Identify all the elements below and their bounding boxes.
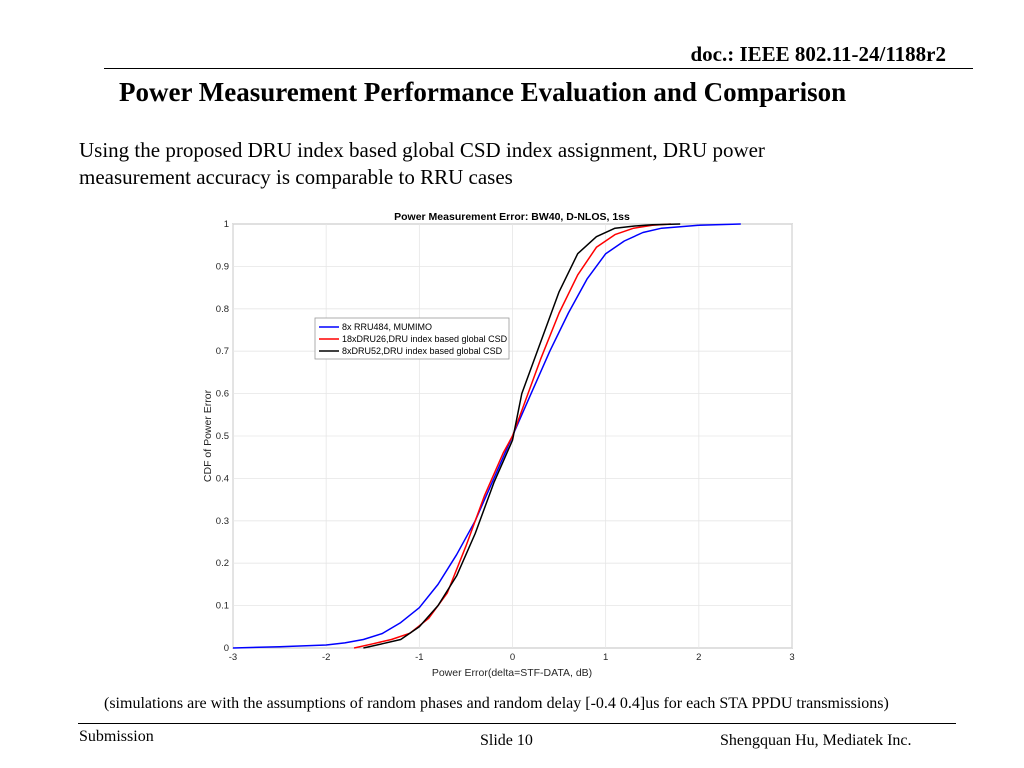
legend-label-1: 18xDRU26,DRU index based global CSD: [342, 334, 508, 344]
y-tick-label-7: 0.7: [216, 346, 229, 357]
legend: 8x RRU484, MUMIMO 18xDRU26,DRU index bas…: [314, 317, 510, 360]
slide-title: Power Measurement Performance Evaluation…: [119, 77, 847, 107]
tick-labels: -3 -2 -1 0 1 2 3 0 0.1 0.2 0.3 0.4 0.5 0.6 0.7 0.8 0.9 1: [216, 219, 795, 663]
header-divider: [104, 68, 973, 69]
chart-title: Power Measurement Error: BW40, D-NLOS, 1…: [394, 211, 630, 223]
x-axis-label: Power Error(delta=STF-DATA, dB): [432, 667, 592, 679]
x-tick-label-6: 3: [789, 652, 794, 663]
legend-box: [314, 317, 510, 360]
y-tick-label-3: 0.3: [216, 516, 229, 527]
x-tick-label-3: 0: [510, 652, 515, 663]
body-text: Using the proposed DRU index based globa…: [79, 138, 765, 189]
footer-submission: Submission: [79, 728, 154, 745]
y-tick-label-1: 0.1: [216, 601, 229, 612]
legend-label-0: 8x RRU484, MUMIMO: [342, 322, 432, 332]
y-tick-label-0: 0: [224, 643, 229, 654]
chart-svg: -3 -2 -1 0 1 2 300.10.20.30.40.50.60.70.80.91 …: [202, 211, 795, 679]
x-tick-label-5: 2: [696, 652, 701, 663]
y-tick-label-10: 1: [224, 219, 229, 230]
x-tick-label-2: -1: [415, 652, 423, 663]
footer-divider: [78, 723, 956, 724]
x-tick-label-0: -3: [229, 652, 237, 663]
slide-number: Slide 10: [480, 732, 533, 749]
y-tick-label-5: 0.5: [216, 431, 229, 442]
y-tick-label-8: 0.8: [216, 304, 229, 315]
y-tick-label-9: 0.9: [216, 261, 229, 272]
x-tick-label-1: -2: [322, 652, 330, 663]
y-tick-label-2: 0.2: [216, 558, 229, 569]
series-line-2: [363, 223, 681, 649]
series-lines: [232, 223, 741, 649]
simulation-note: (simulations are with the assumptions of…: [104, 695, 889, 712]
cdf-chart: -3 -2 -1 0 1 2 3 0 0.1 0.2 0.3 0.4 0.5 0.6 0.7 0.8 0.9 1 …: [190, 205, 810, 685]
grid: [232, 223, 793, 649]
series-line-0: [232, 223, 741, 649]
y-tick-label-6: 0.6: [216, 389, 229, 400]
y-tick-label-4: 0.4: [216, 473, 229, 484]
x-tick-label-4: 1: [603, 652, 608, 663]
document-id: doc.: IEEE 802.11-24/1188r2: [690, 42, 946, 66]
footer-author: Shengquan Hu, Mediatek Inc.: [720, 732, 912, 749]
legend-label-2: 8xDRU52,DRU index based global CSD: [342, 346, 503, 356]
y-axis-label: CDF of Power Error: [202, 389, 214, 482]
